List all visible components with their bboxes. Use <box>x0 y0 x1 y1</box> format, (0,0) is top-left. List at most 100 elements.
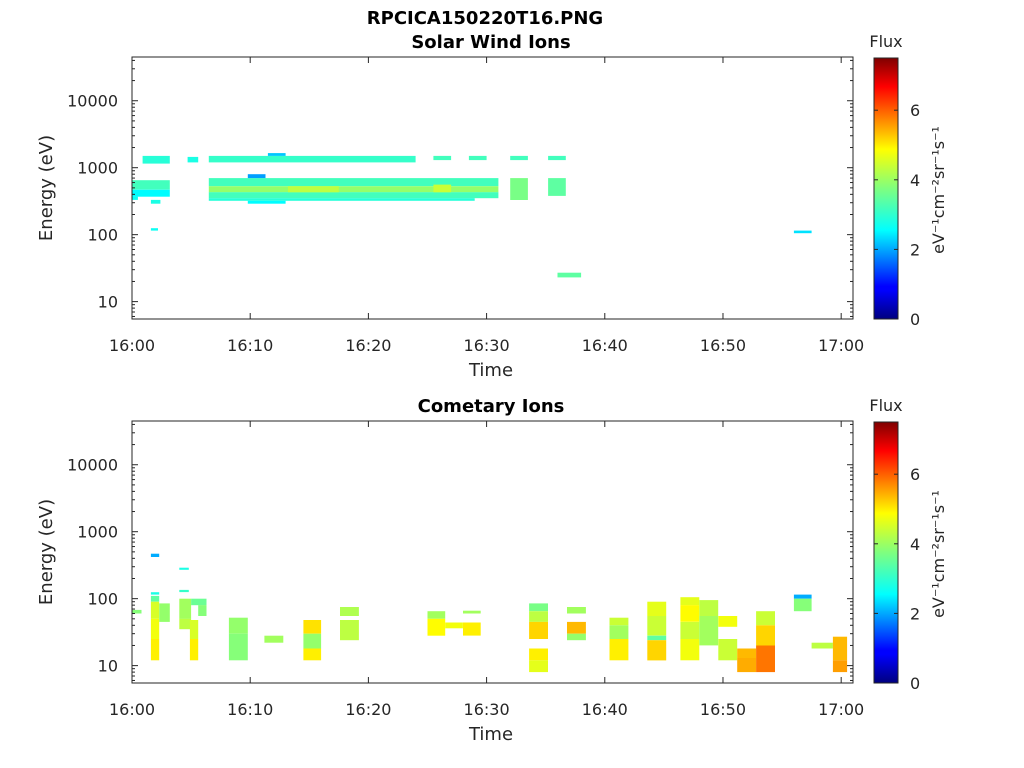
heatmap-cell <box>427 618 446 636</box>
colorbar-tick-label: 0 <box>910 310 920 329</box>
heatmap-cells <box>132 153 812 278</box>
heatmap-cell <box>548 155 566 161</box>
colorbar-tick-label: 6 <box>910 101 920 120</box>
colorbar-gradient <box>873 421 899 684</box>
heatmap-cell <box>680 605 700 622</box>
heatmap-cell <box>179 567 189 570</box>
colorbar-units: eV⁻¹cm⁻²sr⁻¹s⁻¹ <box>929 126 948 254</box>
heatmap-cell <box>179 589 189 593</box>
colorbar-ticks: 0 2 4 6 <box>874 465 920 693</box>
panel-title-solar-wind: Solar Wind Ions <box>411 32 570 53</box>
heatmap-cells <box>132 553 848 673</box>
x-tick-label: 17:00 <box>818 700 864 719</box>
heatmap-cell <box>529 603 548 612</box>
heatmap-cell <box>548 178 566 196</box>
colorbar-title: Flux <box>869 32 902 51</box>
heatmap-cell <box>189 639 199 661</box>
x-tick-label: 16:20 <box>345 336 391 355</box>
heatmap-cell <box>150 592 160 595</box>
heatmap-cell <box>247 200 286 204</box>
heatmap-cell <box>510 155 528 161</box>
heatmap-cell <box>510 178 528 200</box>
heatmap-cell <box>737 648 757 658</box>
heatmap-cell <box>567 621 586 634</box>
heatmap-cell <box>228 617 248 634</box>
colorbar: 0 2 4 6 <box>873 421 920 693</box>
heatmap-cell <box>132 196 138 200</box>
x-tick-label: 16:50 <box>700 336 746 355</box>
x-tick-label: 16:40 <box>582 336 628 355</box>
heatmap-cell <box>699 616 719 646</box>
x-axis-label: Time <box>468 724 513 745</box>
heatmap-cell <box>208 155 416 163</box>
heatmap-cell <box>609 617 629 626</box>
heatmap-cell <box>832 660 848 673</box>
colorbar-units: eV⁻¹cm⁻²sr⁻¹s⁻¹ <box>929 490 948 618</box>
heatmap-cell <box>699 600 719 616</box>
x-axis-label: Time <box>468 360 513 381</box>
heatmap-cell <box>179 598 192 619</box>
heatmap-cell <box>680 597 700 606</box>
heatmap-cell <box>793 230 812 234</box>
colorbar-tick-label: 2 <box>910 240 920 259</box>
colorbar-tick-label: 2 <box>910 604 920 623</box>
heatmap-cell <box>427 611 446 619</box>
heatmap-cell <box>529 660 548 673</box>
heatmap-cell <box>737 658 757 673</box>
y-tick-label: 100 <box>87 590 118 609</box>
heatmap-cell <box>303 620 322 634</box>
x-tick-label: 16:00 <box>109 336 155 355</box>
heatmap-cell <box>609 639 629 661</box>
y-tick-label: 100 <box>87 226 118 245</box>
heatmap-cell <box>340 607 359 616</box>
colorbar-title: Flux <box>869 396 902 415</box>
heatmap-cell <box>191 598 207 606</box>
colorbar-tick-label: 4 <box>910 171 920 190</box>
heatmap-cell <box>793 598 812 612</box>
colorbar-ticks: 0 2 4 6 <box>874 101 920 329</box>
y-tick-label: 10 <box>98 293 118 312</box>
plot-area: 10 100 1000 10000 16:00 16:10 16:20 16:30 16:40… <box>67 56 864 355</box>
heatmap-cell <box>756 645 775 673</box>
x-tick-label: 17:00 <box>818 336 864 355</box>
y-ticks: 10 100 1000 10000 <box>67 59 853 317</box>
heatmap-cell <box>303 633 322 649</box>
heatmap-cell <box>647 601 667 616</box>
plot-area: 10 100 1000 10000 16:00 16:10 16:20 16:30 16:40… <box>67 420 864 719</box>
heatmap-cell <box>132 180 170 190</box>
heatmap-cell <box>647 616 667 636</box>
heatmap-cell <box>267 153 286 156</box>
heatmap-cell <box>179 618 192 630</box>
heatmap-cell <box>159 603 170 622</box>
x-tick-label: 16:30 <box>464 700 510 719</box>
heatmap-cell <box>433 184 452 193</box>
x-ticks: 16:00 16:10 16:20 16:30 16:40 16:50 17:00 <box>109 421 864 719</box>
solar-wind-ions-panel: Solar Wind Ions 10 100 1000 10000 16:00 16:1… <box>36 32 948 381</box>
x-tick-label: 16:40 <box>582 700 628 719</box>
colorbar-gradient <box>873 57 899 320</box>
heatmap-cell <box>445 622 463 629</box>
heatmap-cell <box>567 633 586 641</box>
heatmap-cell <box>680 639 700 661</box>
heatmap-cell <box>680 621 700 639</box>
x-tick-label: 16:50 <box>700 700 746 719</box>
x-tick-label: 16:20 <box>345 700 391 719</box>
heatmap-cell <box>433 155 452 161</box>
heatmap-cell <box>132 609 142 614</box>
x-tick-label: 16:00 <box>109 700 155 719</box>
figure-title: RPCICA150220T16.PNG <box>367 8 603 29</box>
heatmap-cell <box>793 594 812 599</box>
heatmap-cell <box>208 178 499 187</box>
heatmap-cell <box>142 155 170 164</box>
y-axis-label: Energy (eV) <box>36 135 57 241</box>
heatmap-cell <box>529 648 548 661</box>
colorbar: 0 2 4 6 <box>873 57 920 329</box>
y-tick-label: 1000 <box>77 523 118 542</box>
y-tick-label: 10000 <box>67 456 118 475</box>
colorbar-tick-label: 6 <box>910 465 920 484</box>
heatmap-cell <box>811 642 833 649</box>
heatmap-cell <box>647 640 667 661</box>
y-axis-label: Energy (eV) <box>36 499 57 605</box>
